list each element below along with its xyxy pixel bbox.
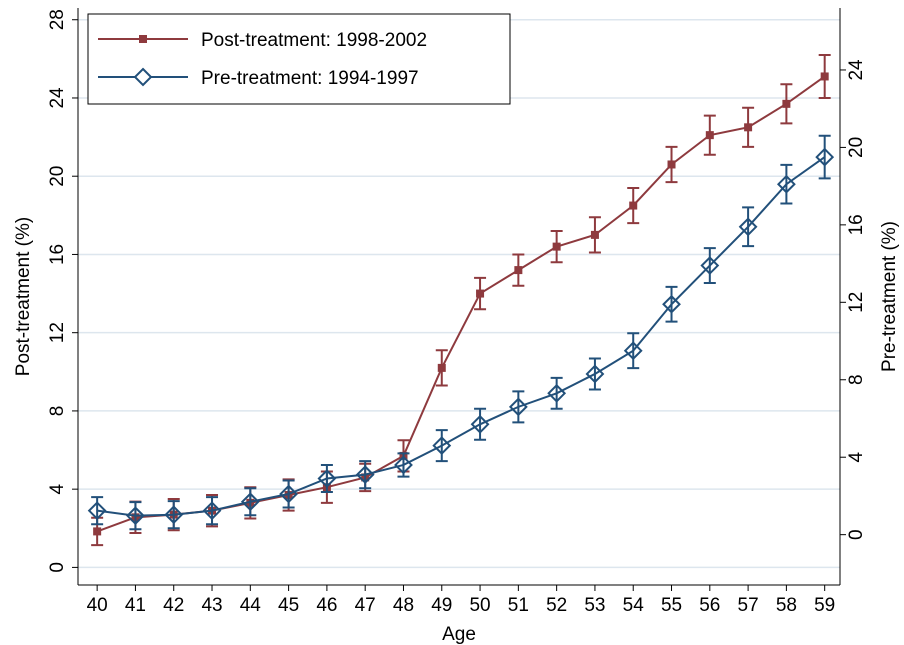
- marker: [432, 436, 452, 456]
- marker: [514, 266, 523, 275]
- marker: [508, 397, 528, 417]
- marker: [662, 294, 681, 314]
- legend-label: Post-treatment: 1998-2002: [201, 30, 427, 51]
- marker: [476, 289, 485, 298]
- x-tick-label: 47: [355, 595, 376, 616]
- error-bar: [512, 390, 525, 424]
- marker: [279, 484, 299, 504]
- x-tick-label: 49: [431, 595, 452, 616]
- y-tick-label: 0: [47, 562, 68, 573]
- x-tick-label: 41: [125, 595, 146, 616]
- marker: [705, 131, 714, 140]
- marker: [585, 364, 605, 384]
- x-tick-label: 46: [316, 595, 337, 616]
- x-tick-label: 42: [163, 595, 184, 616]
- error-bar: [703, 247, 716, 284]
- marker: [437, 363, 446, 372]
- marker: [738, 217, 758, 237]
- y-axis-title: Post-treatment (%): [13, 217, 34, 376]
- x-tick-label: 51: [508, 595, 529, 616]
- legend: Post-treatment: 1998-2002 Pre-treatment: …: [87, 13, 511, 105]
- error-bar: [474, 407, 487, 441]
- x-tick-label: 59: [814, 595, 835, 616]
- y2-tick-label: 4: [846, 451, 867, 462]
- legend-marker: [139, 35, 147, 43]
- y-tick-label: 16: [47, 244, 68, 265]
- marker: [782, 99, 791, 108]
- marker: [590, 230, 599, 239]
- x-tick-label: 45: [278, 595, 299, 616]
- marker: [87, 501, 107, 521]
- x-tick-label: 44: [240, 595, 262, 616]
- y-tick-label: 28: [47, 9, 68, 30]
- marker: [126, 506, 145, 526]
- x-tick-label: 43: [201, 595, 222, 616]
- y-tick-label: 4: [47, 483, 68, 494]
- x-tick-label: 54: [623, 595, 645, 616]
- y-tick-label: 20: [47, 166, 68, 187]
- y2-tick-label: 16: [846, 214, 867, 235]
- marker: [93, 527, 102, 536]
- legend-box: [87, 13, 511, 105]
- marker: [317, 469, 337, 488]
- marker: [547, 383, 567, 403]
- error-bar: [627, 332, 640, 370]
- y-tick-label: 12: [47, 322, 68, 343]
- y-tick-label: 24: [47, 87, 68, 109]
- marker: [776, 174, 796, 194]
- y-tick-label: 8: [47, 406, 68, 417]
- x-tick-label: 55: [661, 595, 682, 616]
- error-bar: [742, 206, 755, 248]
- x-tick-label: 53: [584, 595, 605, 616]
- marker: [394, 455, 413, 475]
- marker: [820, 72, 829, 81]
- error-bar: [435, 429, 448, 463]
- marker: [629, 201, 638, 210]
- x-tick-label: 40: [87, 595, 108, 616]
- error-bar: [588, 357, 601, 391]
- x-tick-label: 52: [546, 595, 567, 616]
- x-tick-label: 56: [699, 595, 720, 616]
- legend-label: Pre-treatment: 1994-1997: [201, 68, 419, 89]
- y2-axis-title: Pre-treatment (%): [879, 221, 900, 372]
- error-bar: [780, 163, 793, 205]
- marker: [815, 147, 835, 167]
- legend-marker: [133, 67, 153, 87]
- marker: [164, 505, 184, 525]
- error-bar: [550, 376, 563, 410]
- x-tick-label: 48: [393, 595, 414, 616]
- marker: [202, 501, 222, 521]
- x-tick-label: 50: [469, 595, 490, 616]
- y2-tick-label: 24: [846, 59, 867, 81]
- error-bar: [818, 134, 831, 180]
- x-tick-label: 58: [776, 595, 797, 616]
- marker: [470, 414, 490, 434]
- marker: [240, 492, 260, 512]
- marker: [552, 242, 561, 251]
- marker: [744, 123, 753, 132]
- y2-tick-label: 20: [846, 137, 867, 158]
- error-bar: [665, 285, 678, 323]
- marker: [667, 160, 676, 169]
- y2-tick-label: 0: [846, 529, 867, 540]
- series: [87, 134, 835, 531]
- x-axis-title: Age: [442, 624, 476, 645]
- marker: [623, 341, 643, 361]
- marker: [355, 465, 375, 485]
- y2-tick-label: 8: [846, 374, 867, 385]
- y2-tick-label: 12: [846, 292, 867, 313]
- marker: [700, 256, 720, 275]
- x-tick-label: 57: [738, 595, 759, 616]
